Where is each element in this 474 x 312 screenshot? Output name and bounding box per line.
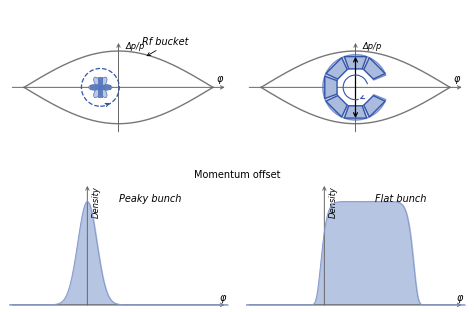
Polygon shape: [326, 58, 347, 79]
Polygon shape: [323, 55, 386, 120]
Bar: [98, 77, 103, 98]
Polygon shape: [364, 58, 385, 79]
Text: φ: φ: [217, 74, 223, 84]
Polygon shape: [364, 96, 385, 117]
Ellipse shape: [100, 85, 112, 90]
Bar: [90, 85, 110, 90]
Text: Density: Density: [329, 186, 338, 218]
Text: Δp/p: Δp/p: [125, 41, 145, 51]
Text: φ: φ: [219, 293, 226, 303]
Ellipse shape: [94, 77, 101, 88]
Text: Δp/p: Δp/p: [362, 41, 382, 51]
Polygon shape: [325, 76, 337, 99]
Polygon shape: [326, 96, 347, 117]
Ellipse shape: [94, 86, 101, 98]
Text: Density: Density: [92, 186, 101, 218]
Text: Flat bunch: Flat bunch: [375, 193, 426, 204]
Ellipse shape: [99, 77, 107, 88]
Text: Rf bucket: Rf bucket: [143, 37, 189, 47]
Text: Peaky bunch: Peaky bunch: [118, 193, 181, 204]
Text: φ: φ: [454, 74, 460, 84]
Text: φ: φ: [456, 293, 463, 303]
Ellipse shape: [89, 85, 101, 90]
Ellipse shape: [99, 86, 107, 98]
Polygon shape: [344, 106, 367, 118]
Polygon shape: [344, 56, 367, 69]
Text: Momentum offset: Momentum offset: [194, 170, 280, 180]
